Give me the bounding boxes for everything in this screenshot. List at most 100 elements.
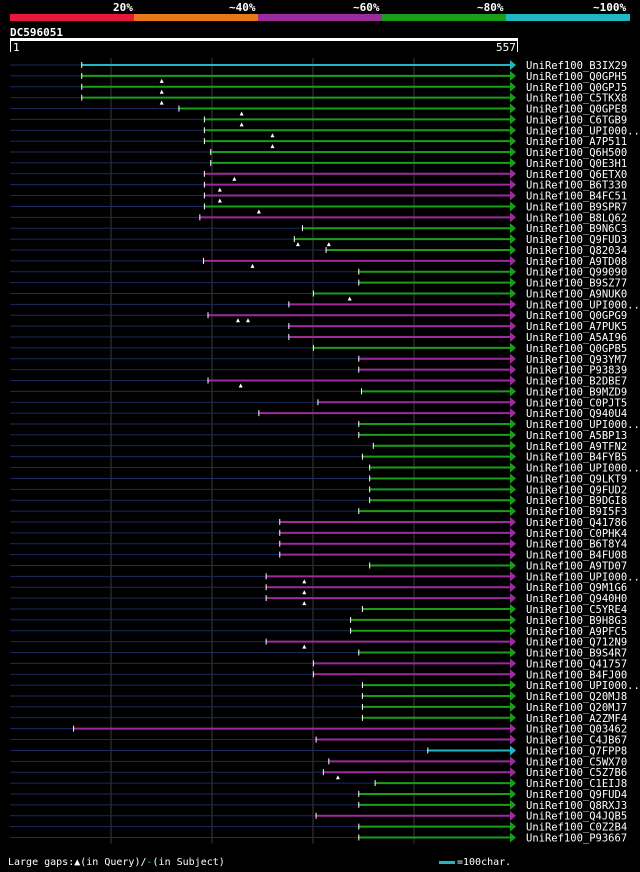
- hit-label: UniRef100_Q6H500: [526, 147, 627, 159]
- hit-arrow: [510, 408, 516, 419]
- query-ruler: 1 557: [10, 38, 518, 54]
- hit-arrow: [510, 92, 516, 103]
- query-gap-marker: [347, 296, 352, 301]
- hit-arrow: [510, 342, 516, 353]
- hit-arrow: [510, 266, 516, 277]
- large-gaps-label: Large gaps:: [8, 857, 75, 868]
- hit-arrow: [510, 484, 516, 495]
- hit-label: UniRef100_Q0GPH5: [526, 71, 627, 83]
- hit-arrow: [510, 712, 516, 723]
- hit-arrow: [510, 788, 516, 799]
- hit-label: UniRef100_Q9LKT9: [526, 473, 627, 485]
- hit-label: UniRef100_UPI000..: [526, 680, 640, 692]
- hit-arrow: [510, 636, 516, 647]
- hit-arrow: [510, 201, 516, 212]
- hit-arrow: [510, 723, 516, 734]
- hit-label: UniRef100_Q9M1G6: [526, 582, 627, 594]
- hit-arrow: [510, 582, 516, 593]
- hit-label: UniRef100_B9SZ77: [526, 278, 627, 290]
- ruler-tick-end: [517, 38, 518, 52]
- hit-label: UniRef100_C5Z7B6: [526, 767, 627, 779]
- hit-label: UniRef100_Q20MJ8: [526, 691, 627, 703]
- query-gap-marker: [235, 318, 240, 323]
- query-gap-marker: [302, 644, 307, 649]
- query-id: DC596051: [10, 26, 63, 39]
- query-gap-marker-icon: ▲: [74, 857, 81, 868]
- hit-label: UniRef100_Q93YM7: [526, 354, 627, 366]
- query-gap-marker: [245, 318, 250, 323]
- hit-label: UniRef100_Q99090: [526, 267, 627, 279]
- hit-arrow: [510, 669, 516, 680]
- hit-arrow: [510, 832, 516, 843]
- hit-label: UniRef100_B4FYB5: [526, 452, 627, 464]
- hit-arrow: [510, 136, 516, 147]
- hit-label: UniRef100_A5BP13: [526, 430, 627, 442]
- hit-arrow: [510, 277, 516, 288]
- hit-label: UniRef100_P93839: [526, 365, 627, 377]
- hit-label: UniRef100_A9PFC5: [526, 626, 627, 638]
- hit-arrow: [510, 397, 516, 408]
- hit-label: UniRef100_B9S4R7: [526, 648, 627, 660]
- query-gap-marker: [159, 100, 164, 105]
- hit-arrow: [510, 462, 516, 473]
- legend-label-60: ~60%: [353, 1, 380, 14]
- hit-arrow: [510, 288, 516, 299]
- hit-label: UniRef100_Q0GPB5: [526, 343, 627, 355]
- hit-arrow: [510, 625, 516, 636]
- hit-arrow: [510, 419, 516, 430]
- hit-arrow: [510, 147, 516, 158]
- hit-arrow: [510, 364, 516, 375]
- hit-label: UniRef100_B9H8G3: [526, 615, 627, 627]
- hit-label: UniRef100_B9N6C3: [526, 223, 627, 235]
- hit-arrow: [510, 125, 516, 136]
- hit-arrow: [510, 604, 516, 614]
- query-gap-marker: [159, 78, 164, 83]
- hit-arrow: [510, 821, 516, 832]
- legend-swatch-80: [382, 14, 506, 21]
- hit-arrow: [510, 799, 516, 810]
- query-gap-marker: [270, 144, 275, 149]
- hit-label: UniRef100_C0Z2B4: [526, 822, 627, 834]
- query-gap-marker: [217, 198, 222, 203]
- hit-label: UniRef100_A7PUK5: [526, 321, 627, 333]
- query-gap-marker: [302, 601, 307, 606]
- hit-arrow: [510, 473, 516, 484]
- legend-swatch-20: [10, 14, 134, 21]
- hit-label: UniRef100_C6TGB9: [526, 114, 627, 126]
- query-gap-marker: [302, 579, 307, 584]
- hit-label: UniRef100_Q8RXJ3: [526, 800, 627, 812]
- legend-label-20: 20%: [113, 1, 133, 14]
- hit-arrow: [510, 440, 516, 451]
- legend-swatch-60: [258, 14, 382, 21]
- identity-legend: 20% ~40% ~60% ~80% ~100%: [0, 0, 640, 24]
- hit-arrow: [510, 299, 516, 310]
- hit-arrow: [510, 212, 516, 223]
- hit-arrow: [510, 157, 516, 168]
- hit-label: UniRef100_C4JB67: [526, 735, 627, 747]
- hit-label: UniRef100_Q0GPE8: [526, 104, 627, 116]
- hit-arrow: [510, 103, 516, 114]
- hit-label: UniRef100_Q82034: [526, 245, 627, 257]
- hit-arrow: [510, 114, 516, 125]
- query-gap-marker: [217, 187, 222, 192]
- query-gap-marker: [159, 89, 164, 94]
- hit-arrow: [510, 429, 516, 440]
- hit-label: UniRef100_C5WX70: [526, 756, 627, 768]
- hit-label: UniRef100_UPI000..: [526, 463, 640, 475]
- query-gap-marker: [335, 775, 340, 780]
- ruler-tick-start: [10, 38, 11, 52]
- hit-label: UniRef100_UPI000..: [526, 125, 640, 137]
- hit-label: UniRef100_Q0GPJ5: [526, 82, 627, 94]
- hit-arrow: [510, 778, 516, 789]
- hit-arrow: [510, 179, 516, 190]
- query-gap-marker: [295, 242, 300, 247]
- hit-arrow: [510, 614, 516, 625]
- query-gap-marker: [239, 122, 244, 127]
- legend-label-40: ~40%: [229, 1, 256, 14]
- subject-gap-marker-icon: -: [146, 857, 153, 868]
- hit-label: UniRef100_Q6ETX0: [526, 169, 627, 181]
- hit-label: UniRef100_Q940H0: [526, 593, 627, 605]
- query-gap-marker: [256, 209, 261, 214]
- hit-arrow: [510, 571, 516, 582]
- legend-swatch-100: [506, 14, 630, 21]
